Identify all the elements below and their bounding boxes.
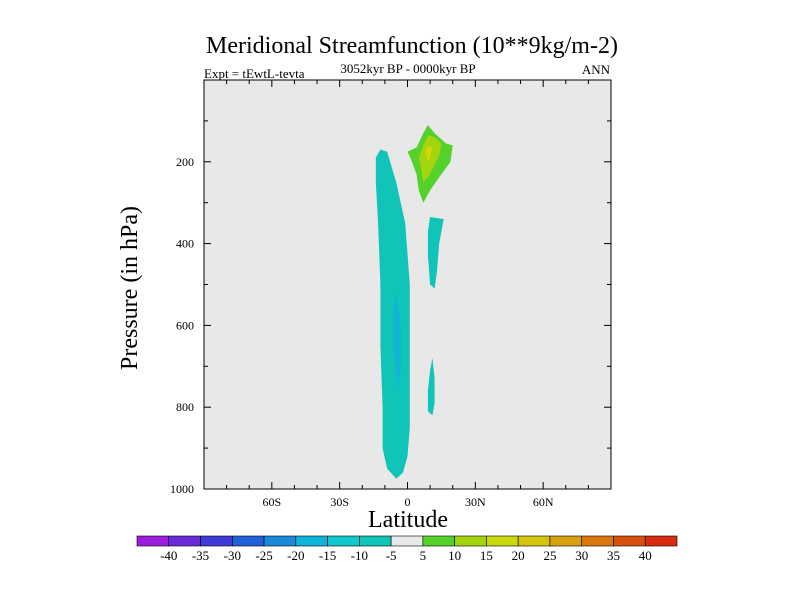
colorbar-swatch xyxy=(517,535,551,547)
y-axis-label: Pressure (in hPa) xyxy=(117,206,143,370)
colorbar-label: 5 xyxy=(420,548,427,563)
colorbar-label: -25 xyxy=(255,548,272,563)
colorbar-swatch xyxy=(613,535,646,547)
x-tick-label: 30S xyxy=(330,495,349,509)
colorbar-swatch xyxy=(581,535,614,547)
colorbar-label: -5 xyxy=(386,548,397,563)
colorbar-label: -10 xyxy=(351,548,368,563)
colorbar-swatch xyxy=(454,535,487,547)
colorbar-label: -40 xyxy=(160,548,177,563)
colorbar-swatch xyxy=(231,535,265,547)
contour-region-5 xyxy=(418,135,442,183)
colorbar-label: 40 xyxy=(639,548,652,563)
colorbar-swatch xyxy=(644,535,678,547)
colorbar-label: 20 xyxy=(512,548,525,563)
colorbar-label: -15 xyxy=(319,548,336,563)
y-axis: 200 400 600 800 1000 xyxy=(170,120,611,496)
contour-layer xyxy=(375,125,453,479)
colorbar-swatch xyxy=(295,535,328,547)
colorbar-swatch xyxy=(327,535,360,547)
contour-region-6 xyxy=(425,145,433,162)
colorbar-swatch xyxy=(390,535,424,547)
x-tick-label: 30N xyxy=(465,495,486,509)
colorbar-label: 25 xyxy=(543,548,556,563)
y-tick-label: 200 xyxy=(176,155,194,169)
colorbar-swatch xyxy=(168,535,201,547)
subtitle-center: 3052kyr BP - 0000kyr BP xyxy=(340,61,475,76)
colorbar-swatch xyxy=(200,535,233,547)
x-tick-label: 60S xyxy=(262,495,281,509)
x-axis-label: Latitude xyxy=(368,507,448,533)
colorbar-swatch xyxy=(549,535,583,547)
colorbar-label: 30 xyxy=(575,548,588,563)
colorbar-label: -20 xyxy=(287,548,304,563)
contour-region-2 xyxy=(427,217,444,289)
colorbar-swatch xyxy=(263,535,297,547)
x-axis: 60S 30S 0 30N 60N xyxy=(203,80,612,509)
colorbar-swatch xyxy=(136,535,170,547)
contour-region-3 xyxy=(427,358,435,416)
contour-region-1 xyxy=(393,292,401,391)
colorbar-label: 15 xyxy=(480,548,493,563)
chart-title: Meridional Streamfunction (10**9kg/m-2) xyxy=(206,33,618,59)
subtitle-left: Expt = tEwtL-tevta xyxy=(204,66,305,81)
x-tick-label: 60N xyxy=(533,495,554,509)
colorbar: -40 -35 -30 -25 -20 -15 -10 -5 5 10 15 20 25 30 35 40 xyxy=(136,535,678,563)
colorbar-swatch xyxy=(422,535,455,547)
colorbar-swatch xyxy=(359,535,392,547)
y-tick-label: 1000 xyxy=(170,482,194,496)
y-tick-label: 600 xyxy=(176,318,194,332)
colorbar-label: 35 xyxy=(607,548,620,563)
subtitle-right: ANN xyxy=(582,62,611,77)
contour-region-0 xyxy=(375,149,410,479)
x-tick-label: 0 xyxy=(405,495,411,509)
colorbar-label: 10 xyxy=(448,548,461,563)
colorbar-label: -30 xyxy=(224,548,241,563)
colorbar-label: -35 xyxy=(192,548,209,563)
y-tick-label: 400 xyxy=(176,237,194,251)
colorbar-swatch xyxy=(486,535,519,547)
y-tick-label: 800 xyxy=(176,400,194,414)
